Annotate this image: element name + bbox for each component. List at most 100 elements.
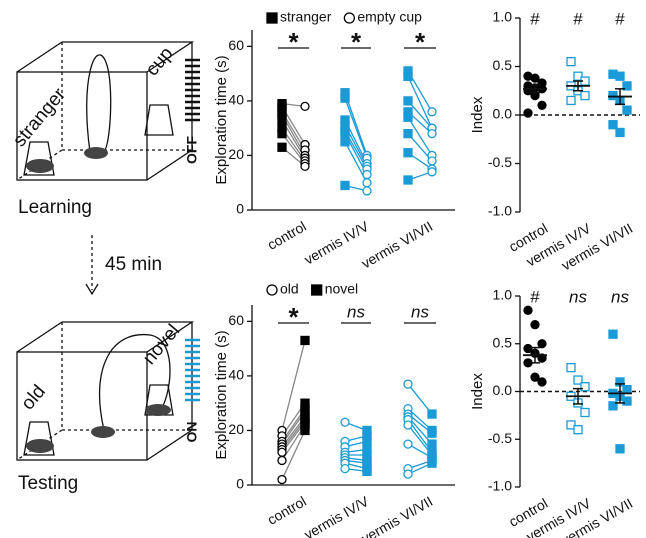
y-tick-label: 20 [228,146,244,162]
annotation: * [288,27,299,57]
point [277,447,287,457]
point [573,375,583,385]
testing-diagram: old novel ON Testing [16,321,200,494]
learning-diagram: stranger cup OFF Learning [9,41,200,218]
point [523,108,533,118]
point [566,95,576,106]
annotation: * [415,27,426,57]
point [566,420,576,430]
legend-label: empty cup [357,9,422,25]
point [266,12,278,24]
y-tick-label: 0.0 [493,106,513,122]
point [266,284,278,296]
point [277,142,287,152]
y-axis-label: Index [469,96,486,133]
point [362,169,372,180]
point [608,401,618,411]
point [530,372,540,382]
point [403,175,413,185]
point [580,382,590,392]
point [537,377,547,387]
pair-line [281,340,306,431]
point [608,329,618,339]
point [427,156,437,166]
y-tick-label: 40 [228,367,244,383]
point [573,71,583,81]
point [427,409,437,419]
point [608,120,618,130]
point [340,128,350,139]
y-tick-label: 60 [228,312,244,328]
label: novel [139,321,184,369]
pair-line [407,383,433,415]
point [362,186,372,196]
point [300,335,310,346]
point [427,107,437,117]
point [277,455,287,466]
point [362,178,372,188]
point [622,396,632,406]
annotation: ns [611,287,629,306]
annotation: ns [347,302,365,321]
point [523,305,533,315]
point [300,161,310,172]
pair-line [281,430,306,480]
point [622,105,632,115]
annotation: * [351,27,362,57]
x-tick-label: vermis VI/VII [359,493,436,538]
point [537,100,547,110]
legend-label: stranger [280,9,332,25]
point [340,180,350,191]
point [340,93,350,103]
legend-label: novel [325,281,358,297]
y-tick-label: 20 [228,421,244,437]
annotation: # [530,287,540,306]
point [615,444,625,454]
point [362,436,372,447]
y-tick-label: 0 [236,476,244,492]
y-tick-label: -0.5 [488,154,512,170]
y-axis-label: Exploration time (s) [213,55,230,184]
annotation: ns [569,287,587,306]
point [615,71,625,81]
y-tick-label: -1.0 [488,478,512,494]
y-tick-label: 60 [228,37,244,53]
point [530,319,540,330]
point [427,167,437,177]
point [622,81,632,91]
pair-line [344,97,368,159]
label: old [17,381,49,414]
annotation: ns [411,302,429,321]
y-tick-label: -0.5 [488,430,512,446]
y-tick-label: -1.0 [488,203,512,219]
point [530,73,540,83]
point [277,128,287,139]
y-tick-label: 0.5 [493,334,513,350]
point [566,362,576,373]
point [580,90,590,101]
pair-line [407,116,433,156]
point [340,137,350,147]
point [523,343,533,354]
label: OFF [184,136,200,164]
annotation: * [288,302,299,332]
point [427,439,437,449]
point [403,148,413,158]
legend-label: old [280,281,299,297]
point [427,458,437,468]
y-tick-label: 1.0 [493,287,513,303]
point [403,71,413,82]
y-tick-label: 40 [228,92,244,108]
point [340,417,350,427]
point [300,425,310,436]
x-tick-label: control [264,218,308,253]
point [566,57,576,67]
point [403,112,413,122]
label: 45 min [105,254,162,275]
point [403,469,413,479]
point [403,420,413,430]
y-axis-label: Index [469,373,486,410]
point [615,127,625,138]
y-tick-label: 0.0 [493,382,513,398]
